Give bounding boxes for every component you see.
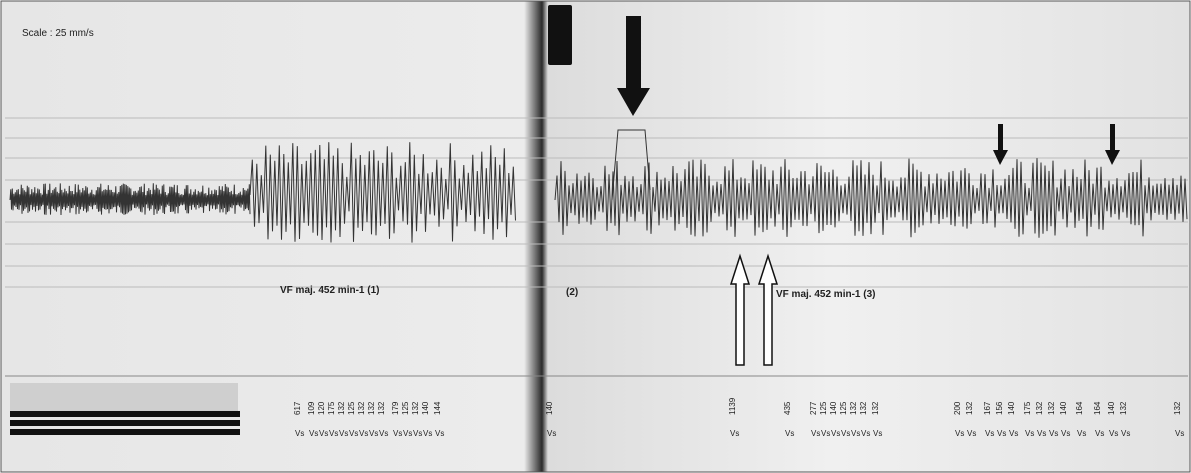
interval-value: 164	[1075, 401, 1084, 415]
interval-value: 140	[1059, 401, 1068, 415]
interval-value: 132	[871, 401, 880, 415]
interval-unit: Vs	[985, 429, 994, 438]
interval-unit: Vs	[841, 429, 850, 438]
interval-value: 132	[849, 401, 858, 415]
interval-value: 132	[859, 401, 868, 415]
interval-unit: Vs	[379, 429, 388, 438]
interval-unit: Vs	[821, 429, 830, 438]
interval-unit: Vs	[811, 429, 820, 438]
scale-label: Scale : 25 mm/s	[22, 28, 94, 39]
interval-value: 167	[983, 401, 992, 415]
interval-unit: Vs	[1037, 429, 1046, 438]
interval-unit: Vs	[309, 429, 318, 438]
interval-value: 120	[317, 401, 326, 415]
interval-unit: Vs	[785, 429, 794, 438]
interval-value: 144	[433, 401, 442, 415]
rhythm-label: (2)	[566, 287, 578, 298]
interval-unit: Vs	[423, 429, 432, 438]
interval-unit: Vs	[1109, 429, 1118, 438]
interval-unit: Vs	[319, 429, 328, 438]
interval-value: 125	[839, 401, 848, 415]
interval-unit: Vs	[861, 429, 870, 438]
interval-unit: Vs	[873, 429, 882, 438]
interval-value: 132	[965, 401, 974, 415]
ecg-strip: Scale : 25 mm/s VF maj. 452 min-1 (1) (2…	[0, 0, 1191, 473]
interval-value: 132	[1035, 401, 1044, 415]
interval-value: 125	[347, 401, 356, 415]
interval-value: 140	[829, 401, 838, 415]
interval-unit: Vs	[831, 429, 840, 438]
interval-unit: Vs	[435, 429, 444, 438]
interval-unit: Vs	[1175, 429, 1184, 438]
interval-unit: Vs	[547, 429, 556, 438]
interval-unit: Vs	[997, 429, 1006, 438]
interval-unit: Vs	[413, 429, 422, 438]
interval-unit: Vs	[1049, 429, 1058, 438]
interval-unit: Vs	[403, 429, 412, 438]
interval-value: 179	[391, 401, 400, 415]
interval-unit: Vs	[369, 429, 378, 438]
rhythm-label: VF maj. 452 min-1 (3)	[776, 289, 875, 300]
interval-value: 132	[1119, 401, 1128, 415]
interval-value: 140	[1007, 401, 1016, 415]
interval-value: 200	[953, 401, 962, 415]
interval-value: 132	[1047, 401, 1056, 415]
interval-value: 175	[1023, 401, 1032, 415]
interval-value: 164	[1093, 401, 1102, 415]
interval-value: 132	[357, 401, 366, 415]
rhythm-label: VF maj. 452 min-1 (1)	[280, 285, 379, 296]
interval-value: 140	[421, 401, 430, 415]
interval-unit: Vs	[295, 429, 304, 438]
interval-value: 132	[367, 401, 376, 415]
interval-unit: Vs	[1095, 429, 1104, 438]
interval-value: 132	[1173, 401, 1182, 415]
interval-value: 132	[337, 401, 346, 415]
interval-value: 1139	[728, 397, 737, 415]
interval-value: 140	[545, 401, 554, 415]
interval-unit: Vs	[967, 429, 976, 438]
interval-unit: Vs	[329, 429, 338, 438]
interval-unit: Vs	[393, 429, 402, 438]
interval-value: 132	[377, 401, 386, 415]
interval-unit: Vs	[1077, 429, 1086, 438]
interval-unit: Vs	[349, 429, 358, 438]
interval-unit: Vs	[955, 429, 964, 438]
interval-value: 132	[411, 401, 420, 415]
ecg-figure: Scale : 25 mm/s VF maj. 452 min-1 (1) (2…	[0, 0, 1191, 473]
interval-value: 617	[293, 401, 302, 415]
interval-unit: Vs	[851, 429, 860, 438]
interval-value: 435	[783, 401, 792, 415]
interval-value: 175	[327, 401, 336, 415]
interval-unit: Vs	[359, 429, 368, 438]
interval-value: 125	[819, 401, 828, 415]
marker-block	[548, 5, 572, 65]
interval-unit: Vs	[1009, 429, 1018, 438]
interval-value: 125	[401, 401, 410, 415]
interval-unit: Vs	[1061, 429, 1070, 438]
interval-value: 109	[307, 401, 316, 415]
interval-unit: Vs	[1121, 429, 1130, 438]
interval-value: 140	[1107, 401, 1116, 415]
interval-value: 277	[809, 401, 818, 415]
interval-value: 156	[995, 401, 1004, 415]
interval-unit: Vs	[730, 429, 739, 438]
interval-unit: Vs	[339, 429, 348, 438]
interval-unit: Vs	[1025, 429, 1034, 438]
